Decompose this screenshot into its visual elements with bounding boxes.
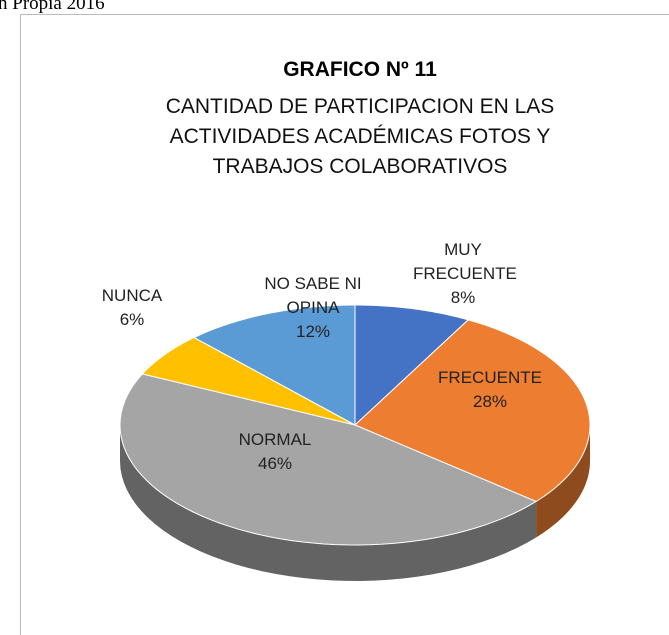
value-label: 28% (472, 392, 508, 411)
value-label: 12% (295, 322, 331, 341)
slice-label: MUY FRECUENTE 8% (413, 238, 517, 310)
slice-side (120, 425, 537, 581)
slice-label: FRECUENTE 28% (435, 366, 545, 414)
chart (119, 304, 591, 581)
slice (193, 304, 356, 426)
category-label: FRECUENTE (438, 368, 542, 387)
chart-frame (20, 14, 669, 635)
slice-label: NORMAL 46% (215, 428, 335, 476)
value-label: 6% (119, 310, 145, 329)
value-label: 8% (450, 288, 476, 307)
slice (141, 336, 356, 426)
slice-label: NUNCA 6% (92, 284, 172, 332)
slice-label: NO SABE NI OPINA 12% (248, 272, 378, 344)
value-label: 46% (257, 454, 293, 473)
chart-subtitle: CANTIDAD DE PARTICIPACION EN LAS ACTIVID… (165, 95, 555, 178)
category-label: NORMAL (238, 430, 312, 449)
chart-title: GRAFICO Nº 11 (283, 58, 437, 81)
slice (119, 373, 538, 546)
category-label: MUY FRECUENTE (413, 240, 517, 283)
caption: n Propia 2016 (0, 0, 105, 14)
category-label: NUNCA (101, 286, 163, 305)
slice (354, 319, 591, 503)
category-label: NO SABE NI OPINA (264, 274, 362, 317)
slice (354, 304, 470, 427)
